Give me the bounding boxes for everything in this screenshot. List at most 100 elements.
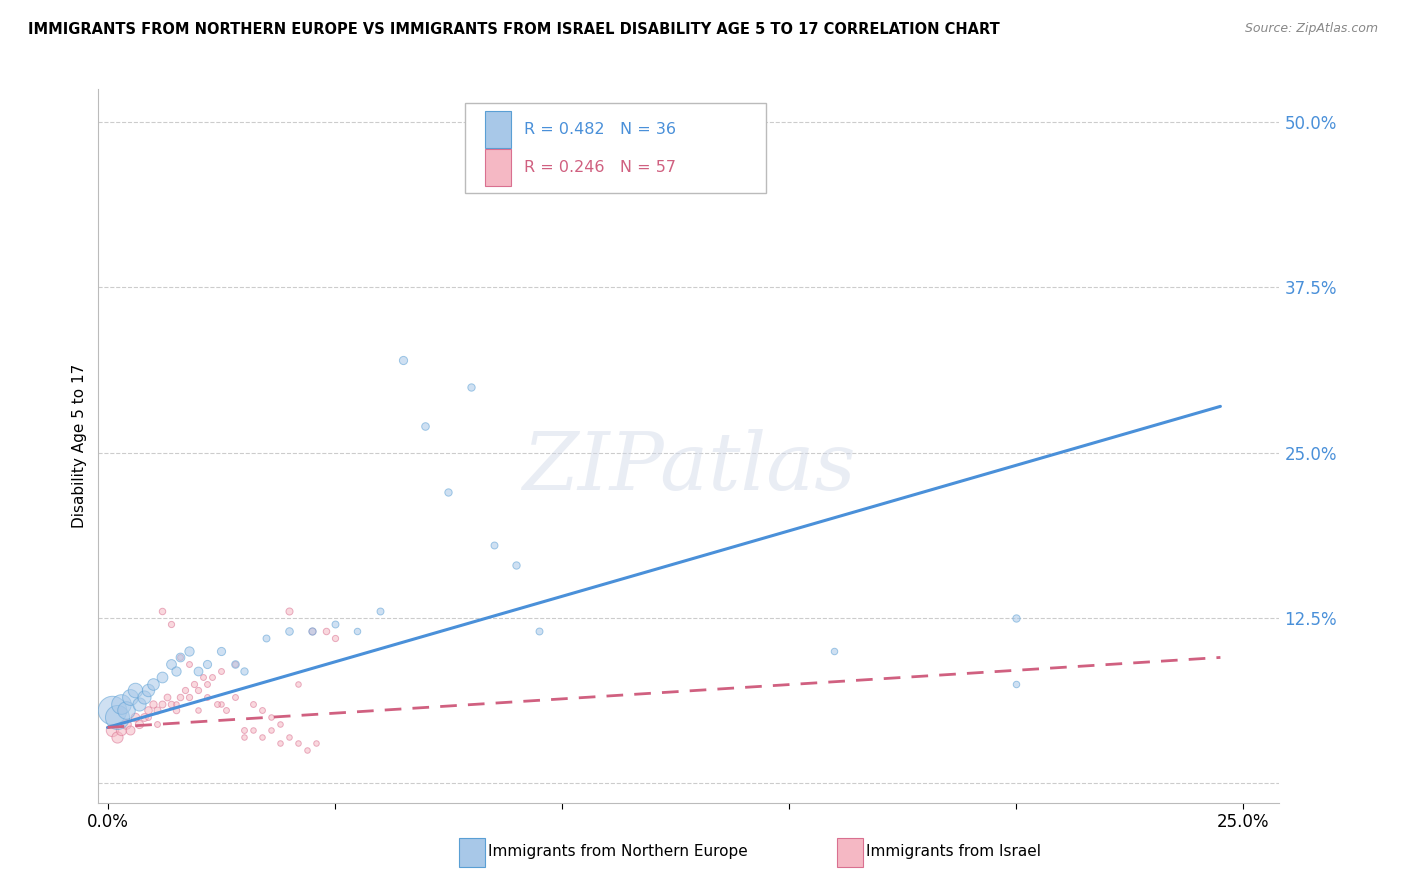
Point: [301, 624, 323, 638]
Point: [1005, 677, 1028, 691]
Point: [187, 664, 209, 678]
Point: [505, 558, 527, 572]
Point: [160, 617, 183, 632]
Point: [132, 690, 155, 704]
Point: [183, 677, 205, 691]
Bar: [485, 149, 510, 186]
Point: [269, 716, 291, 731]
Point: [173, 683, 195, 698]
Point: [187, 703, 209, 717]
Text: ZIPatlas: ZIPatlas: [522, 429, 856, 506]
Point: [124, 710, 146, 724]
Point: [142, 677, 165, 691]
Point: [160, 657, 183, 671]
Point: [114, 703, 136, 717]
Bar: [485, 112, 510, 148]
Point: [197, 690, 219, 704]
Point: [179, 690, 201, 704]
Point: [415, 419, 437, 434]
Point: [150, 670, 173, 684]
Point: [315, 624, 337, 638]
Point: [138, 703, 160, 717]
Point: [260, 710, 283, 724]
Text: Immigrants from Northern Europe: Immigrants from Northern Europe: [488, 844, 748, 859]
Point: [138, 683, 160, 698]
Point: [120, 723, 142, 738]
Point: [142, 697, 165, 711]
Point: [460, 379, 482, 393]
Point: [278, 730, 301, 744]
Point: [823, 644, 845, 658]
Point: [209, 644, 232, 658]
Point: [1005, 611, 1028, 625]
Y-axis label: Disability Age 5 to 17: Disability Age 5 to 17: [72, 364, 87, 528]
Point: [482, 538, 505, 552]
Point: [146, 703, 169, 717]
Point: [150, 604, 173, 618]
Bar: [458, 838, 485, 867]
Point: [114, 716, 136, 731]
Point: [201, 670, 224, 684]
Point: [179, 657, 201, 671]
Point: [527, 624, 550, 638]
Point: [105, 710, 128, 724]
Point: [224, 657, 246, 671]
Point: [101, 723, 124, 738]
Point: [165, 664, 187, 678]
Point: [105, 730, 128, 744]
Point: [209, 664, 232, 678]
Point: [179, 644, 201, 658]
Bar: [837, 838, 862, 867]
Point: [169, 650, 191, 665]
Point: [232, 723, 254, 738]
Point: [260, 723, 283, 738]
Point: [278, 624, 301, 638]
Point: [120, 690, 142, 704]
Point: [110, 723, 132, 738]
Point: [305, 736, 328, 750]
Point: [346, 624, 368, 638]
Point: [323, 617, 346, 632]
Point: [165, 697, 187, 711]
Point: [150, 697, 173, 711]
Point: [165, 703, 187, 717]
Point: [256, 631, 278, 645]
Point: [297, 743, 319, 757]
Point: [368, 604, 391, 618]
Point: [101, 703, 124, 717]
Point: [187, 683, 209, 698]
Point: [224, 657, 246, 671]
Point: [146, 716, 169, 731]
Point: [278, 604, 301, 618]
Point: [250, 703, 273, 717]
Point: [160, 697, 183, 711]
Point: [169, 690, 191, 704]
Text: Source: ZipAtlas.com: Source: ZipAtlas.com: [1244, 22, 1378, 36]
Point: [242, 723, 264, 738]
Point: [128, 697, 150, 711]
Point: [155, 690, 177, 704]
Point: [205, 697, 228, 711]
Text: Immigrants from Israel: Immigrants from Israel: [866, 844, 1040, 859]
Point: [323, 631, 346, 645]
Point: [124, 683, 146, 698]
Point: [269, 736, 291, 750]
Point: [437, 485, 460, 500]
Point: [214, 703, 236, 717]
Point: [209, 697, 232, 711]
Point: [232, 664, 254, 678]
Text: IMMIGRANTS FROM NORTHERN EUROPE VS IMMIGRANTS FROM ISRAEL DISABILITY AGE 5 TO 17: IMMIGRANTS FROM NORTHERN EUROPE VS IMMIG…: [28, 22, 1000, 37]
Text: R = 0.246   N = 57: R = 0.246 N = 57: [523, 161, 676, 175]
Point: [169, 650, 191, 665]
Point: [232, 730, 254, 744]
Point: [391, 353, 413, 368]
Point: [287, 736, 309, 750]
Point: [197, 657, 219, 671]
Point: [191, 670, 214, 684]
Point: [242, 697, 264, 711]
Point: [287, 677, 309, 691]
Point: [128, 716, 150, 731]
Point: [110, 697, 132, 711]
Text: R = 0.482   N = 36: R = 0.482 N = 36: [523, 122, 676, 137]
FancyBboxPatch shape: [464, 103, 766, 193]
